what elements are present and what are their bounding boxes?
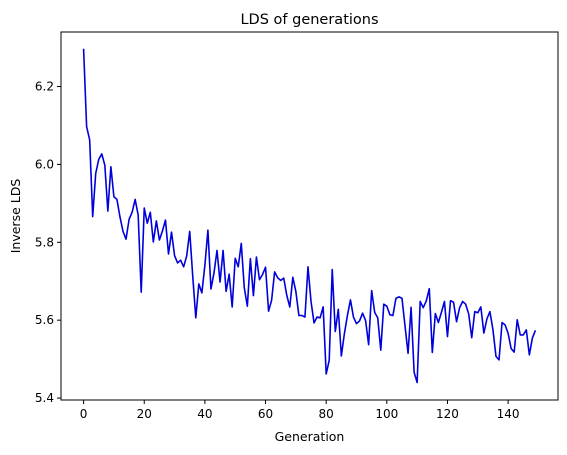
- series-layer: [82, 48, 537, 384]
- x-axis-label: Generation: [275, 429, 345, 444]
- x-axis: 0 20 40 60 80 100 120 140: [80, 400, 520, 421]
- y-tick-label: 5.8: [35, 235, 54, 249]
- x-tick-label: 60: [258, 407, 273, 421]
- y-tick-label: 5.4: [35, 391, 54, 405]
- x-tick-label: 40: [197, 407, 212, 421]
- x-tick-label: 20: [137, 407, 152, 421]
- axes-frame: [60, 31, 559, 401]
- y-tick-label: 5.6: [35, 313, 54, 327]
- x-tick-label: 140: [497, 407, 520, 421]
- x-tick-label: 100: [375, 407, 398, 421]
- series-line-0: [82, 48, 537, 384]
- plot-background: [61, 32, 558, 400]
- chart-title: LDS of generations: [240, 12, 378, 28]
- y-axis: 5.4 5.6 5.8 6.0 6.2: [35, 80, 61, 405]
- x-tick-label: 80: [319, 407, 334, 421]
- x-tick-label: 0: [80, 407, 88, 421]
- y-axis-label: Inverse LDS: [8, 179, 23, 254]
- y-tick-label: 6.0: [35, 157, 54, 171]
- plot-area: [61, 32, 558, 400]
- x-tick-label: 120: [436, 407, 459, 421]
- axes-spines: [60, 31, 559, 401]
- y-tick-label: 6.2: [35, 80, 54, 94]
